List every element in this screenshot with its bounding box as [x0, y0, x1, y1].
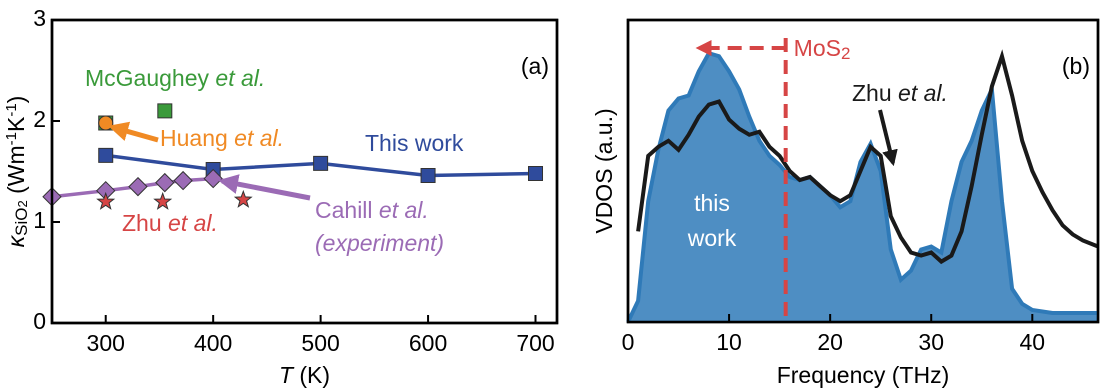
- text-part: (experiment): [315, 230, 444, 256]
- y-axis-label: κSiO2 (Wm-1K-1): [3, 96, 31, 248]
- text-part: 2: [841, 44, 850, 63]
- text-part: -1: [3, 103, 20, 116]
- text-part: SiO: [12, 208, 31, 236]
- series-label: Zhu et al.: [122, 210, 218, 236]
- text-part: -1: [3, 132, 20, 145]
- data-point: [98, 115, 114, 131]
- text-part: (K): [293, 362, 330, 388]
- reference-label: MoS2: [794, 35, 851, 63]
- text-part: ): [3, 96, 29, 104]
- plot-frame: [50, 18, 559, 325]
- series-note: (experiment): [315, 230, 444, 256]
- text-part: Cahill: [315, 197, 379, 223]
- text-part: et al.: [379, 197, 429, 223]
- data-point: [233, 189, 253, 208]
- data-point: [528, 166, 544, 182]
- text-part: Frequency (THz): [777, 362, 950, 388]
- series-label: Zhu et al.: [852, 80, 948, 106]
- text-part: Zhu: [852, 80, 898, 106]
- series-label: McGaughey et al.: [85, 65, 265, 91]
- y-tick-label: 3: [33, 5, 46, 31]
- text-part: VDOS (a.u.): [591, 108, 617, 233]
- x-tick-label: 30: [918, 329, 944, 355]
- text-part: MoS: [794, 35, 841, 61]
- text-part: Zhu: [122, 210, 168, 236]
- y-tick-label: 1: [33, 207, 46, 233]
- x-tick-label: 0: [622, 329, 635, 355]
- text-part: McGaughey: [85, 65, 215, 91]
- data-point: [98, 147, 114, 163]
- y-tick-label: 0: [33, 308, 46, 334]
- series-line: [636, 49, 1099, 265]
- text-part: Huang: [160, 125, 234, 151]
- area-label: this: [694, 190, 730, 216]
- panel-label: (a): [521, 53, 549, 79]
- data-point: [153, 191, 173, 210]
- data-point: [313, 155, 329, 171]
- x-axis-label: T (K): [279, 362, 330, 388]
- text-part: κ: [3, 234, 29, 247]
- series-label: This work: [365, 130, 464, 156]
- series-label: Cahill et al.: [315, 197, 429, 223]
- x-tick-label: 500: [301, 330, 339, 356]
- text-part: et al.: [215, 65, 265, 91]
- x-tick-label: 20: [817, 329, 843, 355]
- text-part: K: [3, 116, 29, 132]
- text-part: et al.: [168, 210, 218, 236]
- panel-label: (b): [1062, 53, 1090, 79]
- text-part: 2: [15, 200, 30, 207]
- text-part: et al.: [898, 80, 948, 106]
- series-label: Huang et al.: [160, 125, 284, 151]
- text-part: (Wm: [3, 145, 29, 200]
- data-point: [155, 172, 175, 193]
- data-point: [420, 168, 436, 184]
- y-axis-label: VDOS (a.u.): [591, 108, 617, 233]
- data-point: [128, 176, 148, 197]
- x-tick-label: 10: [716, 329, 742, 355]
- x-tick-label: 600: [409, 330, 447, 356]
- x-axis-label: Frequency (THz): [777, 362, 950, 388]
- data-point: [157, 103, 173, 119]
- x-tick-label: 700: [516, 330, 554, 356]
- text-part: T: [279, 362, 295, 388]
- x-tick-label: 400: [194, 330, 232, 356]
- annotation-arrow: [218, 174, 311, 201]
- data-point: [96, 191, 116, 210]
- y-tick-label: 2: [33, 106, 46, 132]
- x-tick-label: 40: [1020, 329, 1046, 355]
- area-label: work: [687, 225, 737, 251]
- text-part: This work: [365, 130, 464, 156]
- annotation-arrow: [108, 121, 159, 143]
- data-point: [173, 170, 193, 191]
- annotation-arrow: [878, 109, 898, 167]
- plot-frame: [626, 18, 1100, 324]
- text-part: et al.: [234, 125, 284, 151]
- x-tick-label: 300: [87, 330, 125, 356]
- area-outline: [626, 50, 1098, 323]
